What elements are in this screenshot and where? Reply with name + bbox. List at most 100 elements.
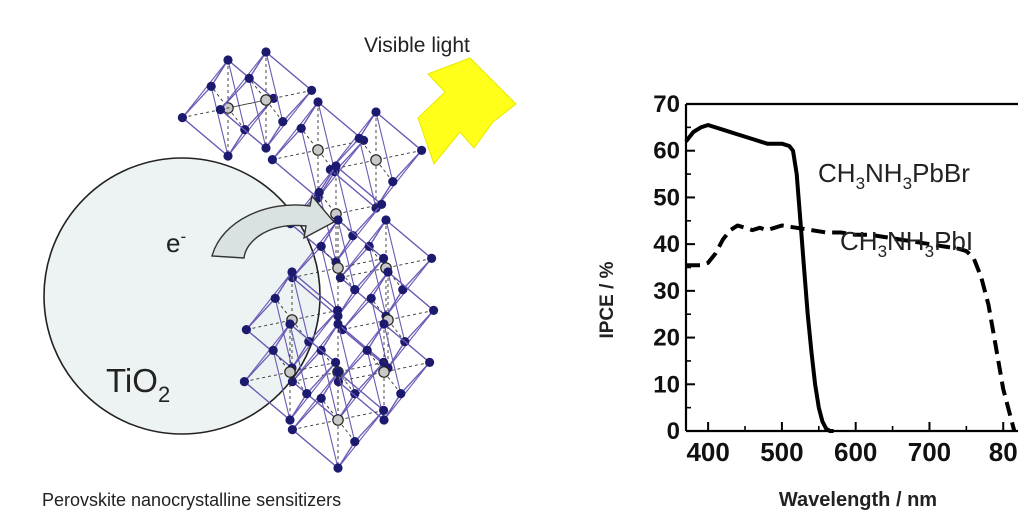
halide-atom bbox=[313, 97, 323, 107]
octahedron-edge bbox=[366, 323, 385, 351]
octahedron-edge bbox=[385, 258, 433, 317]
perovskite-octahedron bbox=[267, 97, 369, 203]
x-axis-label: Wavelength / nm bbox=[779, 489, 937, 511]
pbi-sub1: 3 bbox=[878, 242, 887, 261]
octahedron-edge bbox=[320, 371, 339, 399]
octahedron-edge bbox=[338, 381, 385, 421]
y-tick-label: 20 bbox=[653, 325, 680, 352]
y-tick-label: 30 bbox=[653, 278, 680, 305]
lead-atom bbox=[260, 94, 272, 106]
octahedron-edge bbox=[375, 150, 423, 209]
octahedron-edge bbox=[291, 310, 339, 369]
halide-atom bbox=[381, 215, 391, 225]
halide-atom bbox=[350, 437, 360, 447]
y-tick-label: 40 bbox=[653, 231, 680, 258]
octahedron-edge bbox=[271, 101, 319, 160]
tio2-subscript: 2 bbox=[158, 382, 170, 407]
electron-charge: - bbox=[180, 227, 186, 246]
octahedron-edge bbox=[337, 323, 356, 394]
octahedron-edge bbox=[368, 219, 387, 247]
octahedron-edge bbox=[318, 192, 337, 263]
halide-atom bbox=[331, 357, 341, 367]
series-line-pbi bbox=[686, 223, 1017, 432]
octahedron-edge bbox=[368, 246, 387, 317]
octahedron-edge bbox=[291, 271, 338, 311]
octahedron-edge bbox=[375, 111, 422, 151]
y-axis-ticks: 0 10 20 30 40 50 60 70 bbox=[653, 91, 695, 445]
octahedron-edge bbox=[272, 350, 291, 421]
halide-atom bbox=[429, 305, 439, 315]
octahedron-edge bbox=[385, 219, 432, 259]
octahedron-edge bbox=[318, 165, 337, 193]
halide-atom bbox=[333, 463, 343, 473]
octahedron-edge bbox=[243, 323, 291, 382]
lead-atom bbox=[378, 366, 390, 378]
octahedron-edge bbox=[320, 219, 339, 247]
octahedron-edge bbox=[383, 323, 402, 394]
halide-atom bbox=[261, 47, 271, 57]
halide-atom bbox=[296, 123, 306, 133]
halide-atom bbox=[316, 241, 326, 251]
octahedron-edge bbox=[337, 258, 385, 317]
schematic-panel: Visible light e- TiO2 Perovskite nanocry… bbox=[42, 34, 517, 510]
perovskite-octahedron bbox=[239, 319, 341, 425]
octahedron-edge bbox=[358, 138, 377, 209]
halide-atom bbox=[267, 155, 277, 165]
halide-atom bbox=[350, 389, 360, 399]
octahedron-edge bbox=[317, 101, 336, 172]
halide-atom bbox=[331, 161, 341, 171]
octahedron-edge bbox=[181, 59, 229, 118]
pbi-ch: CH bbox=[840, 226, 878, 256]
tio2-label: TiO2 bbox=[106, 362, 170, 407]
pbbr-nh: NH bbox=[865, 158, 903, 188]
electron-transfer-arrow bbox=[211, 194, 336, 259]
halide-atom bbox=[278, 117, 288, 127]
x-tick-label: 600 bbox=[834, 437, 877, 467]
octahedron-edge bbox=[289, 393, 308, 421]
halide-atom bbox=[223, 151, 233, 161]
halide-atom bbox=[379, 319, 389, 329]
plot-frame bbox=[684, 102, 1018, 433]
octahedron-edge bbox=[227, 129, 246, 157]
halide-atom bbox=[206, 81, 216, 91]
octahedron-edge bbox=[291, 323, 339, 382]
octahedron-edge bbox=[182, 117, 229, 157]
octahedron-edge bbox=[291, 371, 339, 430]
halide-atom bbox=[335, 273, 345, 283]
tio2-symbol: TiO bbox=[106, 362, 158, 399]
x-tick-label: 80 bbox=[989, 437, 1018, 467]
octahedron-edge bbox=[335, 204, 383, 263]
octahedron-edge bbox=[317, 101, 364, 141]
halide-atom bbox=[287, 267, 297, 277]
octahedron-edge bbox=[383, 393, 402, 421]
halide-atom bbox=[239, 377, 249, 387]
halide-atom bbox=[287, 377, 297, 387]
perovskite-lattice bbox=[177, 47, 439, 473]
halide-atom bbox=[333, 367, 343, 377]
octahedron-edge bbox=[248, 78, 267, 149]
octahedron-edge bbox=[358, 111, 377, 139]
halide-atom bbox=[417, 145, 427, 155]
octahedron-edge bbox=[383, 362, 431, 421]
series-label-pbi: CH3NH3PbI bbox=[840, 226, 973, 261]
halide-atom bbox=[287, 425, 297, 435]
perovskite-octahedron bbox=[177, 55, 279, 161]
octahedron-edge bbox=[292, 277, 339, 317]
octahedron-edge bbox=[244, 381, 291, 421]
halide-atom bbox=[383, 267, 393, 277]
y-tick-label: 10 bbox=[653, 371, 680, 398]
halide-atom bbox=[302, 389, 312, 399]
halide-atom bbox=[177, 113, 187, 123]
pbi-tail: PbI bbox=[934, 226, 973, 256]
y-tick-label: 60 bbox=[653, 138, 680, 165]
y-tick-label: 50 bbox=[653, 184, 680, 211]
octahedron-edge bbox=[289, 362, 337, 421]
halide-atom bbox=[350, 285, 360, 295]
halide-atom bbox=[388, 177, 398, 187]
halide-atom bbox=[348, 231, 358, 241]
y-axis-label: IPCE / % bbox=[597, 261, 618, 338]
octahedron-edge bbox=[383, 323, 430, 363]
halide-atom bbox=[371, 107, 381, 117]
octahedron-edge bbox=[227, 59, 246, 130]
